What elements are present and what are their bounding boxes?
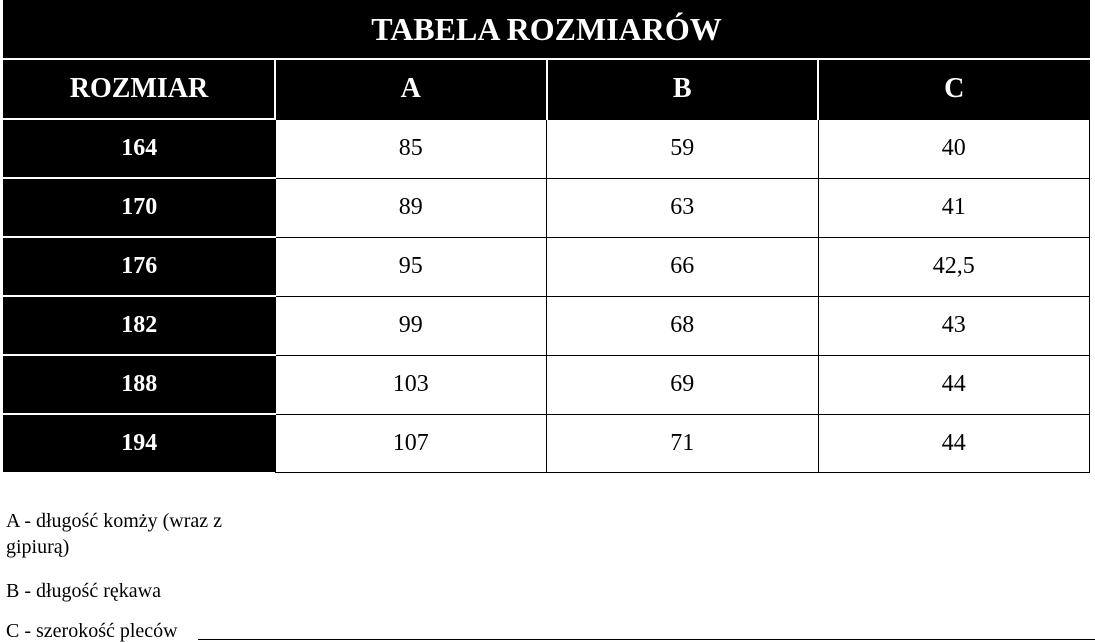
value-cell: 43 (817, 295, 1090, 356)
size-cell: 170 (3, 177, 275, 237)
note: A - długość komży (wraz z gipiurą) (6, 510, 223, 558)
value-cell: 42,5 (817, 236, 1090, 297)
value-cell: 40 (817, 118, 1090, 179)
value-cell: 63 (546, 177, 819, 238)
value-cell: 68 (546, 295, 819, 356)
size-cell: 176 (3, 236, 275, 296)
value-cell: 99 (274, 295, 547, 356)
note: C - szerokość pleców (6, 620, 178, 642)
note: B - długość rękawa (6, 580, 161, 602)
size-cell: 188 (3, 354, 275, 414)
value-cell: 41 (817, 177, 1090, 238)
value-cell: 69 (546, 354, 819, 415)
header-cell: C (817, 58, 1090, 119)
header-cell: ROZMIAR (3, 58, 275, 119)
value-cell: 95 (274, 236, 547, 297)
header-cell: B (545, 58, 818, 119)
table-title: TABELA ROZMIARÓW (3, 0, 1090, 60)
table-row: 194 107 71 44 (3, 413, 1090, 473)
value-cell: 66 (546, 236, 819, 297)
value-cell: 89 (274, 177, 547, 238)
size-table: TABELA ROZMIARÓW ROZMIAR A B C 164 85 59 40 170… (3, 0, 1090, 473)
table-row: 188 103 69 44 (3, 354, 1090, 415)
value-cell: 71 (546, 413, 819, 473)
table-row: 164 85 59 40 (3, 118, 1090, 179)
size-cell: 194 (3, 413, 275, 472)
table-row: 182 99 68 43 (3, 295, 1090, 356)
table-row: 170 89 63 41 (3, 177, 1090, 238)
size-cell: 164 (3, 118, 275, 178)
header-cell: A (274, 58, 547, 119)
table-row: 176 95 66 42,5 (3, 236, 1090, 297)
value-cell: 44 (817, 413, 1090, 473)
size-cell: 182 (3, 295, 275, 355)
value-cell: 59 (546, 118, 819, 179)
value-cell: 103 (274, 354, 547, 415)
notes: A - długość komży (wraz z gipiurą) B - d… (6, 508, 286, 622)
value-cell: 107 (274, 413, 547, 473)
underline (198, 639, 1095, 640)
header-row: ROZMIAR A B C (3, 58, 1090, 119)
value-cell: 85 (274, 118, 547, 179)
table-body: 164 85 59 40 170 89 63 41 176 95 66 42,5 182 99 68 43 18… (3, 118, 1090, 473)
value-cell: 44 (817, 354, 1090, 415)
